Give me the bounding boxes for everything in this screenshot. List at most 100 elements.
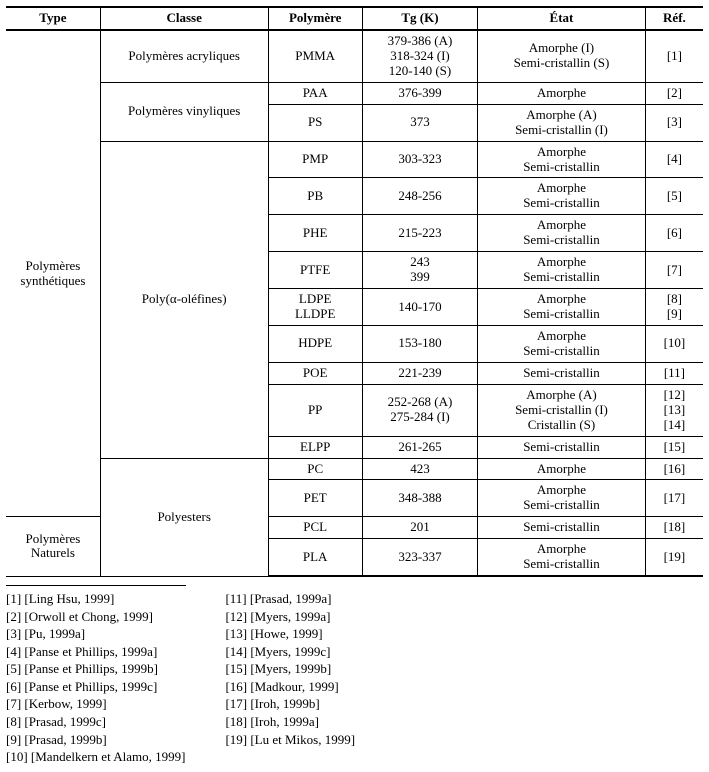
ref-item: [15] [Myers, 1999b] xyxy=(225,660,355,678)
cell-polymer: PAA xyxy=(268,82,362,104)
cell-ref: [2] xyxy=(645,82,703,104)
th-tg: Tg (K) xyxy=(362,7,477,30)
cell-state: AmorpheSemi-cristallin xyxy=(478,480,646,517)
cell-ref: [19] xyxy=(645,539,703,576)
cell-state: Amorphe (I)Semi-cristallin (S) xyxy=(478,30,646,82)
cell-polymer: PTFE xyxy=(268,252,362,289)
table-row: Polymères vinyliques PAA 376-399 Amorphe… xyxy=(6,82,703,104)
cell-tg: 252-268 (A)275-284 (I) xyxy=(362,384,477,436)
cell-tg: 201 xyxy=(362,517,477,539)
cell-ref: [10] xyxy=(645,325,703,362)
ref-item: [19] [Lu et Mikos, 1999] xyxy=(225,731,355,749)
ref-item: [3] [Pu, 1999a] xyxy=(6,625,185,643)
cell-ref: [11] xyxy=(645,362,703,384)
ref-item: [13] [Howe, 1999] xyxy=(225,625,355,643)
cell-polymer: PS xyxy=(268,104,362,141)
cell-tg: 303-323 xyxy=(362,141,477,178)
cell-tg: 323-337 xyxy=(362,539,477,576)
cell-tg: 140-170 xyxy=(362,289,477,326)
cell-state: AmorpheSemi-cristallin xyxy=(478,289,646,326)
cell-polymer: POE xyxy=(268,362,362,384)
ref-item: [17] [Iroh, 1999b] xyxy=(225,695,355,713)
cell-type-nat: PolymèresNaturels xyxy=(6,517,100,576)
cell-tg: 243399 xyxy=(362,252,477,289)
cell-class-vinyl: Polymères vinyliques xyxy=(100,82,268,141)
th-polymer: Polymère xyxy=(268,7,362,30)
cell-polymer: PP xyxy=(268,384,362,436)
cell-state: Amorphe xyxy=(478,458,646,480)
ref-item: [12] [Myers, 1999a] xyxy=(225,608,355,626)
cell-tg: 379-386 (A)318-324 (I)120-140 (S) xyxy=(362,30,477,82)
ref-item: [7] [Kerbow, 1999] xyxy=(6,695,185,713)
cell-ref: [7] xyxy=(645,252,703,289)
header-row: Type Classe Polymère Tg (K) État Réf. xyxy=(6,7,703,30)
ref-item: [2] [Orwoll et Chong, 1999] xyxy=(6,608,185,626)
cell-ref: [17] xyxy=(645,480,703,517)
th-class: Classe xyxy=(100,7,268,30)
cell-polymer: PC xyxy=(268,458,362,480)
cell-tg: 221-239 xyxy=(362,362,477,384)
cell-state: AmorpheSemi-cristallin xyxy=(478,539,646,576)
cell-state: Semi-cristallin xyxy=(478,517,646,539)
cell-ref: [3] xyxy=(645,104,703,141)
table-row: Polymèressynthétiques Polymères acryliqu… xyxy=(6,30,703,82)
ref-item: [14] [Myers, 1999c] xyxy=(225,643,355,661)
table-row: Poly(α-oléfines) PMP 303-323 AmorpheSemi… xyxy=(6,141,703,178)
ref-item: [11] [Prasad, 1999a] xyxy=(225,590,355,608)
cell-polymer: PET xyxy=(268,480,362,517)
cell-state: AmorpheSemi-cristallin xyxy=(478,325,646,362)
cell-polymer: PLA xyxy=(268,539,362,576)
cell-ref: [16] xyxy=(645,458,703,480)
cell-state: Semi-cristallin xyxy=(478,436,646,458)
cell-ref: [12][13][14] xyxy=(645,384,703,436)
cell-ref: [6] xyxy=(645,215,703,252)
references-right: [11] [Prasad, 1999a] [12] [Myers, 1999a]… xyxy=(225,590,355,765)
cell-ref: [8][9] xyxy=(645,289,703,326)
cell-polymer: PHE xyxy=(268,215,362,252)
cell-ref: [18] xyxy=(645,517,703,539)
cell-polymer: HDPE xyxy=(268,325,362,362)
cell-tg: 261-265 xyxy=(362,436,477,458)
cell-state: AmorpheSemi-cristallin xyxy=(478,215,646,252)
ref-item: [18] [Iroh, 1999a] xyxy=(225,713,355,731)
cell-tg: 376-399 xyxy=(362,82,477,104)
cell-state: AmorpheSemi-cristallin xyxy=(478,252,646,289)
table-row: Polyesters PC 423 Amorphe [16] xyxy=(6,458,703,480)
footnote-rule xyxy=(6,585,186,586)
th-ref: Réf. xyxy=(645,7,703,30)
ref-item: [16] [Madkour, 1999] xyxy=(225,678,355,696)
cell-state: Amorphe xyxy=(478,82,646,104)
cell-tg: 373 xyxy=(362,104,477,141)
cell-class-olef: Poly(α-oléfines) xyxy=(100,141,268,458)
references-block: [1] [Ling Hsu, 1999] [2] [Orwoll et Chon… xyxy=(6,590,703,765)
ref-item: [10] [Mandelkern et Alamo, 1999] xyxy=(6,748,185,766)
ref-item: [9] [Prasad, 1999b] xyxy=(6,731,185,749)
cell-ref: [15] xyxy=(645,436,703,458)
cell-tg: 153-180 xyxy=(362,325,477,362)
cell-state: AmorpheSemi-cristallin xyxy=(478,178,646,215)
cell-class-ester: Polyesters xyxy=(100,458,268,576)
cell-tg: 215-223 xyxy=(362,215,477,252)
cell-ref: [1] xyxy=(645,30,703,82)
cell-polymer: PCL xyxy=(268,517,362,539)
cell-polymer: ELPP xyxy=(268,436,362,458)
cell-type-synth: Polymèressynthétiques xyxy=(6,30,100,517)
cell-polymer: PMP xyxy=(268,141,362,178)
cell-ref: [5] xyxy=(645,178,703,215)
cell-state: Amorphe (A)Semi-cristallin (I)Cristallin… xyxy=(478,384,646,436)
cell-polymer: LDPELLDPE xyxy=(268,289,362,326)
references-left: [1] [Ling Hsu, 1999] [2] [Orwoll et Chon… xyxy=(6,590,185,765)
ref-item: [1] [Ling Hsu, 1999] xyxy=(6,590,185,608)
cell-tg: 423 xyxy=(362,458,477,480)
cell-state: Amorphe (A)Semi-cristallin (I) xyxy=(478,104,646,141)
cell-state: AmorpheSemi-cristallin xyxy=(478,141,646,178)
ref-item: [8] [Prasad, 1999c] xyxy=(6,713,185,731)
th-type: Type xyxy=(6,7,100,30)
ref-item: [4] [Panse et Phillips, 1999a] xyxy=(6,643,185,661)
cell-tg: 248-256 xyxy=(362,178,477,215)
cell-polymer: PB xyxy=(268,178,362,215)
cell-ref: [4] xyxy=(645,141,703,178)
cell-polymer: PMMA xyxy=(268,30,362,82)
cell-tg: 348-388 xyxy=(362,480,477,517)
ref-item: [5] [Panse et Phillips, 1999b] xyxy=(6,660,185,678)
